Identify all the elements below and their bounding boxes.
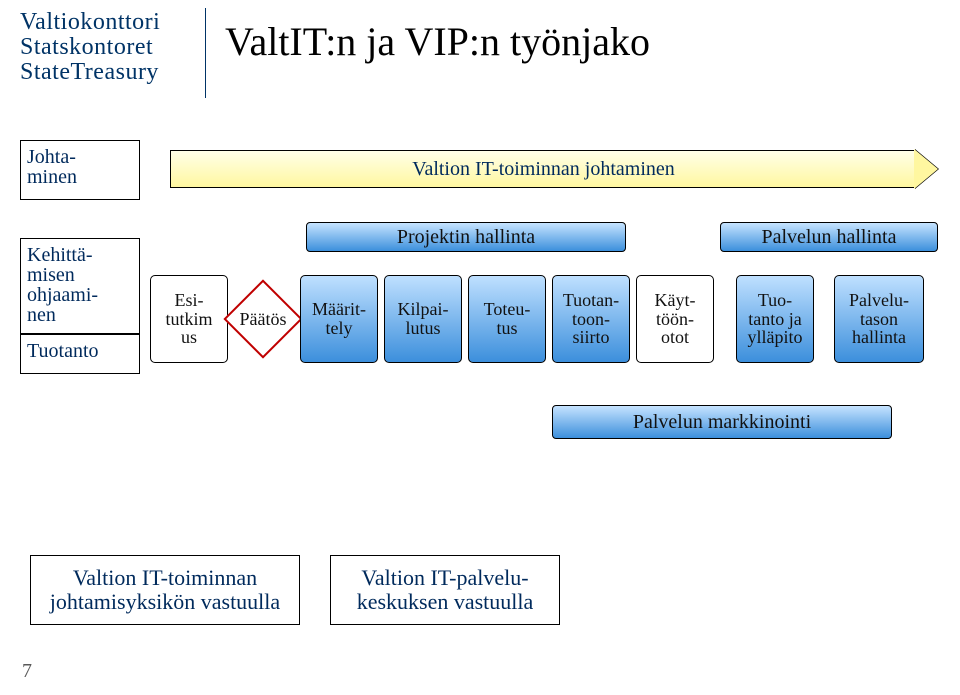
step-maarittely-text: Määrit- tely [312, 300, 366, 338]
legend-right: Valtion IT-palvelu- keskuksen vastuulla [330, 555, 560, 625]
category-tuotanto-label: Tuotanto [27, 340, 99, 362]
banner-johtaminen: Valtion IT-toiminnan johtaminen [170, 150, 940, 188]
logo-line2: Statskontoret [20, 35, 160, 60]
category-kehittaminen: Kehittä- misen ohjaami- nen [20, 238, 140, 334]
page-number: 7 [22, 660, 32, 683]
category-tuotanto: Tuotanto [20, 334, 140, 374]
band-marketing: Palvelun markkinointi [552, 405, 892, 439]
logo-line3: StateTreasury [20, 60, 160, 85]
logo-divider [205, 8, 206, 98]
legend-right-text: Valtion IT-palvelu- keskuksen vastuulla [357, 565, 534, 614]
step-paatos-text: Päätös [240, 309, 287, 330]
category-kehittaminen-label: Kehittä- misen ohjaami- nen [27, 244, 98, 326]
legend-left-text: Valtion IT-toiminnan johtamisyksikön vas… [50, 565, 280, 614]
step-tuotanto-yllapito-text: Tuo- tanto ja ylläpito [748, 291, 803, 348]
step-kayttoonotot: Käyt- töön- otot [636, 275, 714, 363]
roof-projektin: Projektin hallinta [306, 222, 626, 252]
step-kilpailutus: Kilpai- lutus [384, 275, 462, 363]
step-toteutus-text: Toteu- tus [484, 300, 531, 338]
step-palvelutason: Palvelu- tason hallinta [834, 275, 924, 363]
logo: Valtiokonttori Statskontoret StateTreasu… [20, 10, 160, 86]
step-maarittely: Määrit- tely [300, 275, 378, 363]
logo-line1: Valtiokonttori [20, 10, 160, 35]
roof-palvelun: Palvelun hallinta [720, 222, 938, 252]
band-marketing-text: Palvelun markkinointi [633, 411, 811, 434]
category-johtaminen-label: Johta- minen [27, 146, 77, 188]
step-tuotantoonsiirto-text: Tuotan- toon- siirto [563, 291, 619, 348]
step-kayttoonotot-text: Käyt- töön- otot [655, 291, 696, 348]
step-toteutus: Toteu- tus [468, 275, 546, 363]
step-paatos: Päätös [223, 279, 303, 359]
step-esitutkimus: Esi- tutkim us [150, 275, 228, 363]
step-tuotanto-yllapito: Tuo- tanto ja ylläpito [736, 275, 814, 363]
banner-johtaminen-text: Valtion IT-toiminnan johtaminen [412, 158, 675, 181]
step-palvelutason-text: Palvelu- tason hallinta [849, 291, 909, 348]
page-title: ValtIT:n ja VIP:n työnjako [225, 18, 650, 65]
step-kilpailutus-text: Kilpai- lutus [398, 300, 449, 338]
legend-left: Valtion IT-toiminnan johtamisyksikön vas… [30, 555, 300, 625]
step-esitutkimus-text: Esi- tutkim us [165, 291, 212, 348]
category-johtaminen: Johta- minen [20, 140, 140, 200]
roof-projektin-text: Projektin hallinta [397, 226, 535, 249]
step-tuotantoonsiirto: Tuotan- toon- siirto [552, 275, 630, 363]
roof-palvelun-text: Palvelun hallinta [762, 226, 897, 249]
